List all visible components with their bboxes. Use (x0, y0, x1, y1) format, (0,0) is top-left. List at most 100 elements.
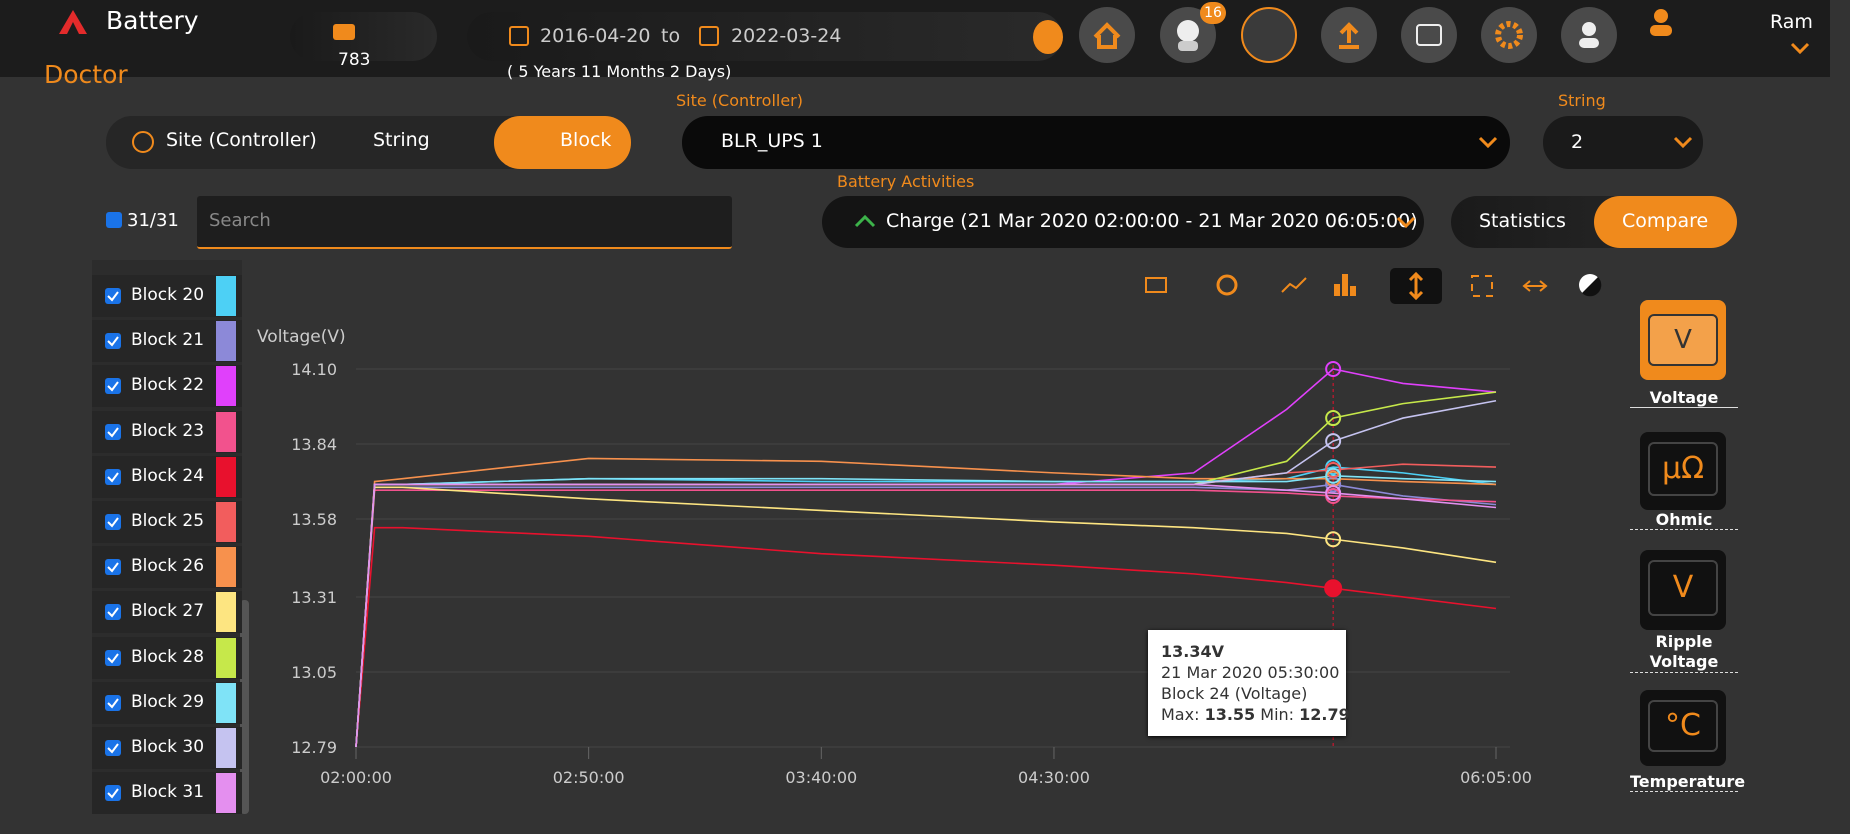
legend-swatch (216, 592, 236, 633)
legend-item[interactable]: Block 22 (92, 365, 242, 408)
date-from: 2016-04-20 (540, 25, 651, 47)
legend-checkbox[interactable] (105, 559, 121, 576)
legend-item[interactable]: Block 29 (92, 681, 242, 724)
home-button[interactable] (1079, 7, 1135, 63)
metric-icon[interactable]: °C (1640, 690, 1726, 766)
user-icon[interactable] (1648, 8, 1674, 38)
tab[interactable]: Block (560, 129, 612, 151)
hover-marker (1325, 410, 1342, 427)
metric-label[interactable]: Temperature (1630, 772, 1746, 792)
metric-icon[interactable]: µΩ (1640, 432, 1726, 510)
upload-button[interactable] (1321, 7, 1377, 63)
user-caret[interactable] (1790, 42, 1810, 54)
legend-item[interactable]: Block 31 (92, 772, 242, 815)
metric-icon[interactable]: V (1640, 550, 1726, 630)
string-value: 2 (1571, 131, 1584, 153)
legend-checkbox[interactable] (105, 604, 121, 621)
string-label: String (1558, 91, 1606, 110)
select-all-checkbox[interactable] (106, 212, 122, 228)
settings-button[interactable] (1481, 7, 1537, 63)
line-tool[interactable] (1281, 277, 1307, 293)
legend-checkbox[interactable] (105, 694, 121, 711)
tooltip-max-label: Max: (1161, 705, 1200, 724)
pan-tool[interactable] (1522, 280, 1548, 292)
metric-label[interactable]: Ohmic (1630, 510, 1738, 530)
legend-label: Block 29 (131, 691, 205, 712)
metric-label[interactable]: Voltage (1630, 388, 1738, 408)
search-box[interactable]: Search (197, 196, 732, 249)
legend-checkbox[interactable] (105, 740, 121, 756)
activity-select[interactable]: Charge (21 Mar 2020 02:00:00 - 21 Mar 20… (822, 196, 1424, 248)
legend-swatch (216, 502, 236, 542)
legend-checkbox[interactable] (105, 785, 121, 802)
legend-label: Block 27 (131, 601, 205, 622)
y-tick-label: 13.31 (291, 588, 337, 607)
date-to: 2022-03-24 (731, 25, 842, 47)
view-tab[interactable]: Statistics (1479, 210, 1566, 232)
legend-item[interactable]: Block 28 (92, 636, 242, 679)
monitor-button[interactable] (1401, 7, 1457, 63)
bar-tool[interactable] (1334, 274, 1356, 296)
legend-label: Block 31 (131, 782, 205, 803)
search-placeholder: Search (209, 210, 271, 231)
legend-checkbox[interactable] (105, 378, 121, 395)
legend-item[interactable]: Block 23 (92, 410, 242, 453)
string-select[interactable]: 2 (1543, 116, 1703, 169)
metric-label[interactable]: Ripple Voltage (1630, 632, 1738, 673)
legend-label: Block 21 (131, 330, 205, 351)
legend-label: Block 26 (131, 556, 205, 577)
legend-item[interactable]: Block 21 (92, 320, 242, 363)
legend-label: Block 23 (131, 420, 205, 441)
legend-swatch (216, 547, 236, 588)
legend-checkbox[interactable] (105, 423, 121, 440)
calendar-icon (699, 26, 719, 46)
metric-symbol: µΩ (1648, 442, 1718, 496)
y-axis-label: Voltage(V) (257, 327, 346, 347)
logo (59, 10, 87, 34)
hover-marker (1324, 579, 1343, 598)
legend-checkbox[interactable] (105, 288, 121, 304)
legend-item[interactable]: Block 24 (92, 455, 242, 498)
scrollbar[interactable] (240, 600, 249, 814)
legend-swatch (216, 456, 236, 497)
table-tool[interactable] (1145, 277, 1167, 293)
legend-item[interactable]: Block 26 (92, 546, 242, 589)
legend-item[interactable]: Block 30 (92, 727, 242, 769)
legend-item[interactable]: Block 20 (92, 275, 242, 317)
legend-checkbox[interactable] (105, 468, 121, 485)
legend-item[interactable]: Block 25 (92, 501, 242, 543)
x-tick-label: 02:50:00 (553, 768, 625, 787)
level-tabs: Site (Controller) String Block (106, 116, 631, 169)
x-tick-label: 06:05:00 (1460, 768, 1532, 787)
metric-icon[interactable]: V (1640, 300, 1726, 380)
more-button[interactable] (1033, 20, 1063, 54)
metric-symbol: V (1648, 560, 1718, 616)
site-select[interactable]: BLR_UPS 1 (682, 116, 1510, 169)
tab[interactable]: Site (Controller) (166, 129, 317, 151)
tooltip-series: Block 24 (Voltage) (1161, 684, 1308, 703)
reset-tool[interactable] (1216, 274, 1238, 296)
profile-button[interactable] (1561, 7, 1617, 63)
legend-label: Block 24 (131, 465, 205, 486)
legend-checkbox[interactable] (105, 514, 121, 530)
calendar-icon (509, 26, 529, 46)
fullscreen-tool[interactable] (1471, 275, 1493, 297)
count-pill[interactable]: 783 (290, 12, 437, 70)
tooltip-value: 13.34V (1161, 642, 1224, 661)
user-name[interactable]: Ram (1770, 11, 1813, 33)
activity-value: Charge (21 Mar 2020 02:00:00 - 21 Mar 20… (886, 210, 1418, 232)
legend-checkbox[interactable] (105, 333, 121, 350)
view-tab-active[interactable]: Compare (1594, 196, 1737, 248)
view-tab[interactable]: Compare (1622, 210, 1709, 232)
legend-item[interactable]: Block 27 (92, 591, 242, 634)
tooltip-time: 21 Mar 2020 05:30:00 (1161, 663, 1340, 682)
tab-active[interactable]: Block (494, 116, 631, 169)
sensor-button[interactable] (1241, 7, 1297, 63)
hover-marker (1325, 361, 1342, 377)
date-range[interactable]: 2016-04-20 to 2022-03-24 (467, 12, 1063, 61)
legend-label: Block 25 (131, 511, 205, 531)
y-tick-label: 14.10 (291, 360, 337, 379)
legend-checkbox[interactable] (105, 649, 121, 666)
tab[interactable]: String (373, 129, 430, 151)
hover-marker (1325, 433, 1342, 450)
